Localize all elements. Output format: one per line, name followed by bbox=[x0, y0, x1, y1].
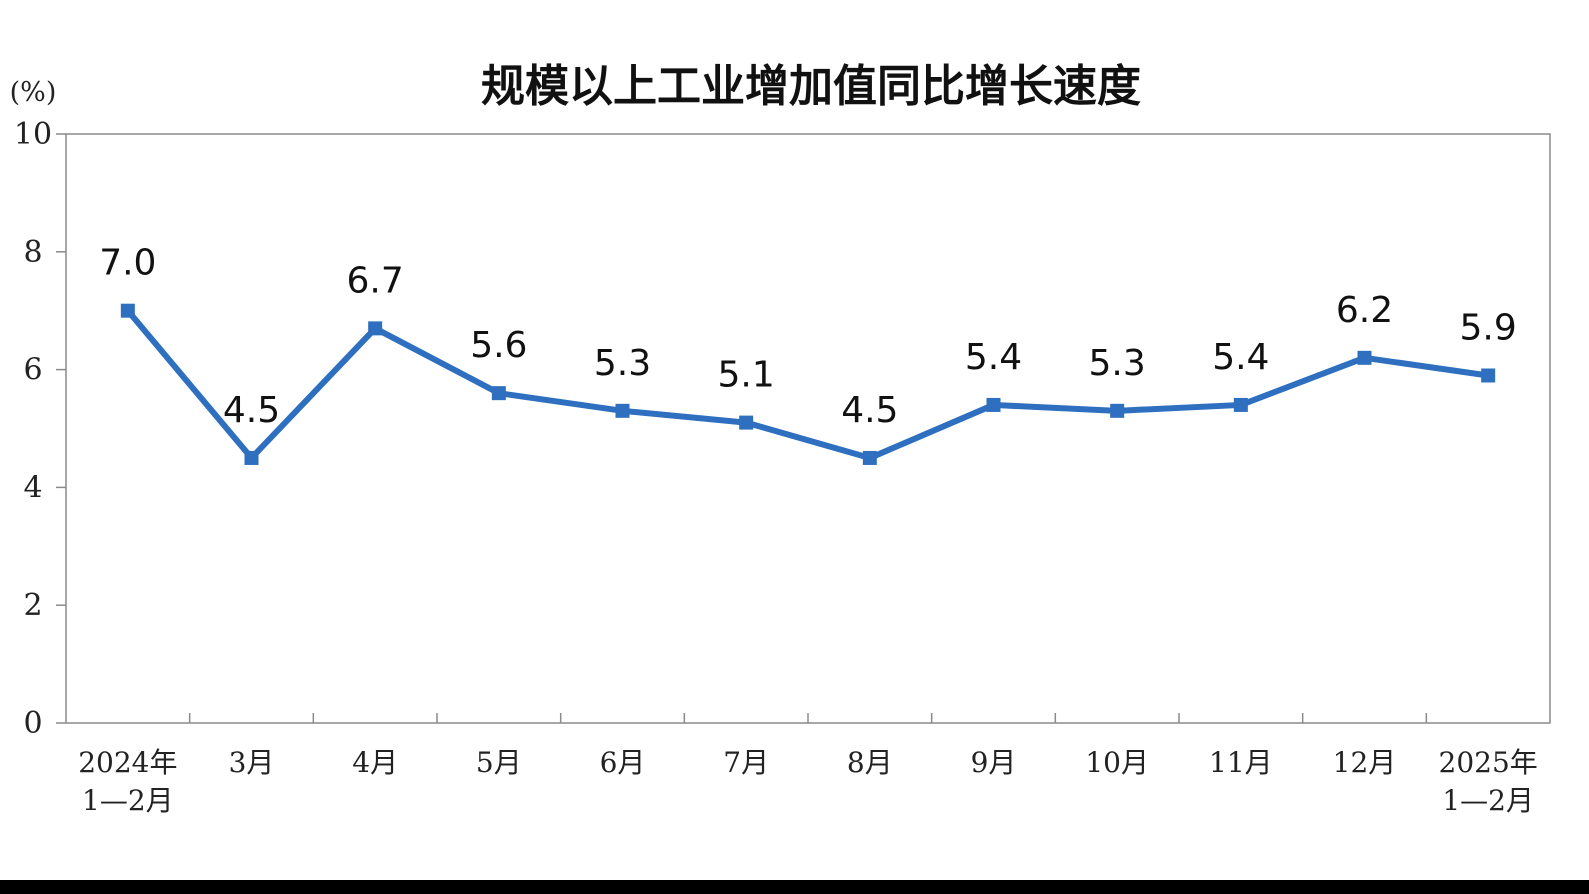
data-label: 5.3 bbox=[1089, 343, 1146, 384]
x-tick-label: 8月 bbox=[847, 746, 893, 779]
data-label: 5.1 bbox=[718, 355, 775, 396]
y-unit-label: (%) bbox=[10, 77, 57, 108]
marker-group bbox=[120, 303, 1496, 465]
data-point-marker bbox=[1110, 403, 1125, 418]
data-point-marker bbox=[862, 450, 877, 465]
data-point-marker bbox=[120, 303, 135, 318]
x-tick-label-line: 4月 bbox=[352, 746, 398, 779]
x-axis-ticks: 2024年 1—2月 3月 4月 5月 6月 7月 8月 9月 10月 11月 12月 2025年 1—2… bbox=[78, 713, 1538, 817]
data-label: 5.4 bbox=[965, 337, 1022, 378]
x-tick-label-line: 7月 bbox=[723, 746, 769, 779]
y-tick-label: 6 bbox=[23, 353, 42, 388]
y-tick-label: 0 bbox=[23, 706, 42, 741]
data-point-marker bbox=[986, 397, 1001, 412]
data-point-marker bbox=[368, 321, 383, 336]
series-line-group bbox=[124, 307, 1492, 461]
data-label: 4.5 bbox=[223, 390, 280, 431]
x-tick-label-line: 1—2月 bbox=[82, 784, 174, 817]
x-tick-label: 7月 bbox=[723, 746, 769, 779]
y-axis-ticks: 0 2 4 6 8 10 bbox=[14, 117, 66, 741]
data-label-group: 7.0 4.5 6.7 5.6 5.3 5.1 4.5 5.4 5.3 5.4 6.2 5.9 bbox=[99, 243, 1517, 431]
bottom-border bbox=[0, 880, 1589, 894]
x-tick-label: 10月 bbox=[1085, 746, 1149, 779]
data-label: 6.2 bbox=[1336, 290, 1393, 331]
y-tick-label: 10 bbox=[14, 117, 52, 152]
data-label: 5.6 bbox=[470, 325, 527, 366]
x-tick-label: 2024年 1—2月 bbox=[78, 746, 177, 817]
data-label: 4.5 bbox=[841, 390, 898, 431]
x-tick-label: 11月 bbox=[1209, 746, 1273, 779]
x-tick-label-line: 10月 bbox=[1085, 746, 1149, 779]
x-tick-label-line: 8月 bbox=[847, 746, 893, 779]
x-tick-label-line: 9月 bbox=[971, 746, 1017, 779]
chart-title: 规模以上工业增加值同比增长速度 bbox=[481, 61, 1141, 112]
data-point-marker bbox=[615, 403, 630, 418]
data-point-marker bbox=[491, 386, 506, 401]
x-tick-label: 4月 bbox=[352, 746, 398, 779]
data-label: 5.4 bbox=[1212, 337, 1269, 378]
x-tick-label-line: 1—2月 bbox=[1442, 784, 1534, 817]
x-tick-label-line: 5月 bbox=[476, 746, 522, 779]
data-label: 7.0 bbox=[99, 243, 156, 284]
x-tick-label: 2025年 1—2月 bbox=[1439, 746, 1538, 817]
data-label: 5.3 bbox=[594, 343, 651, 384]
x-tick-label-line: 3月 bbox=[229, 746, 275, 779]
x-tick-label: 5月 bbox=[476, 746, 522, 779]
y-tick-label: 2 bbox=[23, 588, 42, 623]
data-point-marker bbox=[1233, 397, 1248, 412]
x-tick-label-line: 12月 bbox=[1333, 746, 1397, 779]
data-point-marker bbox=[739, 415, 754, 430]
plot-frame bbox=[65, 133, 1551, 724]
x-tick-label: 3月 bbox=[229, 746, 275, 779]
x-tick-label-line: 2024年 bbox=[78, 746, 177, 779]
data-point-marker bbox=[1357, 350, 1372, 365]
y-tick-label: 8 bbox=[23, 235, 42, 270]
y-tick-label: 4 bbox=[23, 470, 42, 505]
x-tick-label: 6月 bbox=[600, 746, 646, 779]
x-tick-label: 12月 bbox=[1333, 746, 1397, 779]
data-point-marker bbox=[1481, 368, 1496, 383]
x-tick-label-line: 6月 bbox=[600, 746, 646, 779]
x-tick-label: 9月 bbox=[971, 746, 1017, 779]
series-line bbox=[124, 307, 1492, 461]
x-tick-label-line: 11月 bbox=[1209, 746, 1273, 779]
data-label: 6.7 bbox=[347, 260, 404, 301]
data-point-marker bbox=[244, 450, 259, 465]
x-tick-label-line: 2025年 bbox=[1439, 746, 1538, 779]
data-label: 5.9 bbox=[1460, 307, 1517, 348]
